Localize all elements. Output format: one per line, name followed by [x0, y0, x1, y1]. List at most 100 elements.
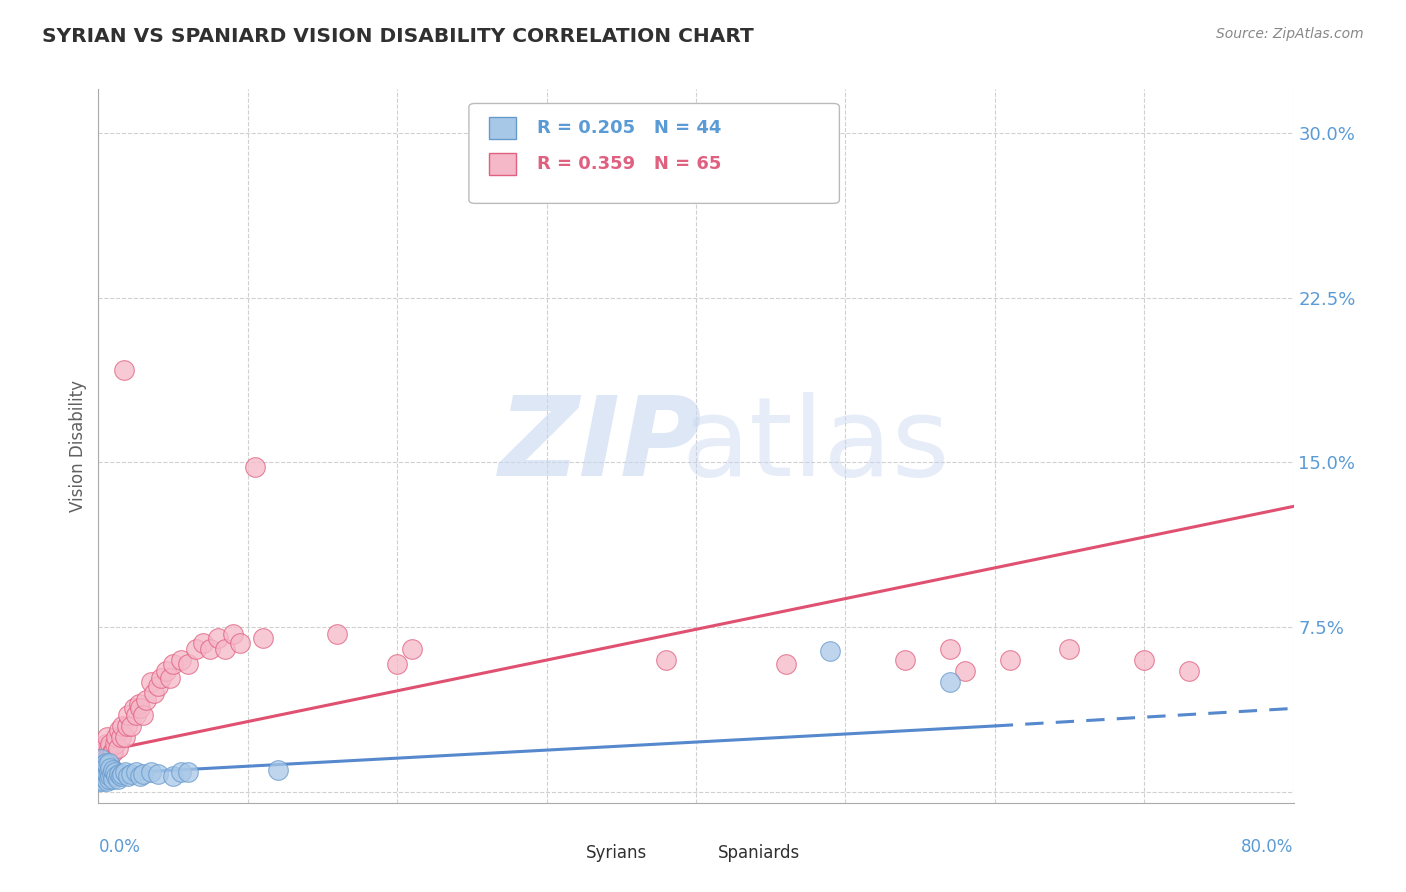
- Point: [90, 740, 112, 755]
- Point: [104, 737, 127, 751]
- Point: [155, 664, 177, 678]
- Point: [1178, 664, 1201, 678]
- Point: [94, 737, 117, 751]
- Point: [96, 758, 118, 772]
- Point: [214, 642, 236, 657]
- Point: [105, 769, 128, 783]
- Point: [207, 631, 229, 645]
- Point: [110, 769, 132, 783]
- Point: [139, 675, 162, 690]
- Point: [91, 758, 114, 772]
- Point: [125, 765, 148, 780]
- Text: 0.0%: 0.0%: [98, 838, 141, 856]
- Point: [222, 626, 245, 640]
- Point: [385, 657, 409, 672]
- Point: [162, 769, 184, 783]
- Point: [94, 772, 117, 786]
- Text: R = 0.205   N = 44: R = 0.205 N = 44: [537, 120, 721, 137]
- Point: [177, 765, 200, 780]
- Point: [939, 642, 962, 657]
- Point: [91, 767, 114, 781]
- Point: [114, 765, 136, 780]
- Bar: [489, 117, 516, 139]
- Point: [103, 772, 125, 786]
- Point: [245, 459, 267, 474]
- Text: R = 0.359   N = 65: R = 0.359 N = 65: [537, 155, 721, 173]
- Point: [129, 769, 152, 783]
- Point: [98, 761, 122, 775]
- Point: [96, 767, 118, 781]
- Point: [135, 692, 157, 706]
- Point: [132, 767, 155, 781]
- Point: [111, 719, 134, 733]
- Point: [97, 756, 120, 771]
- Point: [129, 701, 152, 715]
- Text: ZIP: ZIP: [499, 392, 702, 500]
- Point: [148, 680, 170, 694]
- Point: [110, 730, 132, 744]
- Point: [267, 763, 290, 777]
- Point: [124, 701, 146, 715]
- Point: [184, 642, 207, 657]
- Text: Source: ZipAtlas.com: Source: ZipAtlas.com: [1216, 27, 1364, 41]
- Point: [162, 657, 184, 672]
- Text: Spaniards: Spaniards: [717, 844, 800, 862]
- Point: [148, 767, 170, 781]
- Point: [94, 756, 117, 771]
- Point: [98, 758, 122, 772]
- Point: [200, 642, 222, 657]
- Point: [150, 671, 173, 685]
- Point: [94, 758, 117, 772]
- Point: [115, 719, 138, 733]
- Point: [191, 635, 214, 649]
- Point: [97, 740, 120, 755]
- Point: [169, 653, 191, 667]
- Point: [97, 763, 120, 777]
- Point: [142, 686, 165, 700]
- Text: atlas: atlas: [682, 392, 949, 500]
- Point: [108, 723, 131, 738]
- Point: [101, 767, 124, 781]
- Point: [1133, 653, 1156, 667]
- Point: [93, 763, 115, 777]
- Bar: [489, 153, 516, 175]
- Point: [96, 752, 118, 766]
- Point: [820, 644, 842, 658]
- Point: [120, 767, 142, 781]
- Point: [326, 626, 349, 640]
- Point: [96, 773, 118, 788]
- Text: Syrians: Syrians: [586, 844, 647, 862]
- Bar: [685, 842, 710, 863]
- FancyBboxPatch shape: [470, 103, 839, 203]
- Point: [105, 730, 128, 744]
- Point: [91, 767, 114, 781]
- Point: [128, 697, 150, 711]
- Point: [169, 765, 191, 780]
- Point: [1059, 642, 1081, 657]
- Point: [939, 675, 962, 690]
- Point: [107, 740, 129, 755]
- Point: [111, 767, 134, 781]
- Point: [894, 653, 917, 667]
- Point: [89, 763, 111, 777]
- Point: [90, 758, 112, 772]
- Point: [159, 671, 181, 685]
- Point: [89, 773, 111, 788]
- Point: [229, 635, 252, 649]
- Point: [655, 653, 678, 667]
- Point: [90, 752, 112, 766]
- Point: [107, 772, 129, 786]
- Point: [998, 653, 1021, 667]
- Point: [252, 631, 274, 645]
- Bar: [553, 842, 579, 863]
- Point: [98, 737, 122, 751]
- Point: [117, 708, 139, 723]
- Point: [401, 642, 423, 657]
- Point: [132, 708, 155, 723]
- Point: [93, 745, 115, 759]
- Point: [108, 767, 131, 781]
- Point: [139, 765, 162, 780]
- Point: [103, 763, 125, 777]
- Point: [114, 730, 136, 744]
- Point: [730, 159, 752, 173]
